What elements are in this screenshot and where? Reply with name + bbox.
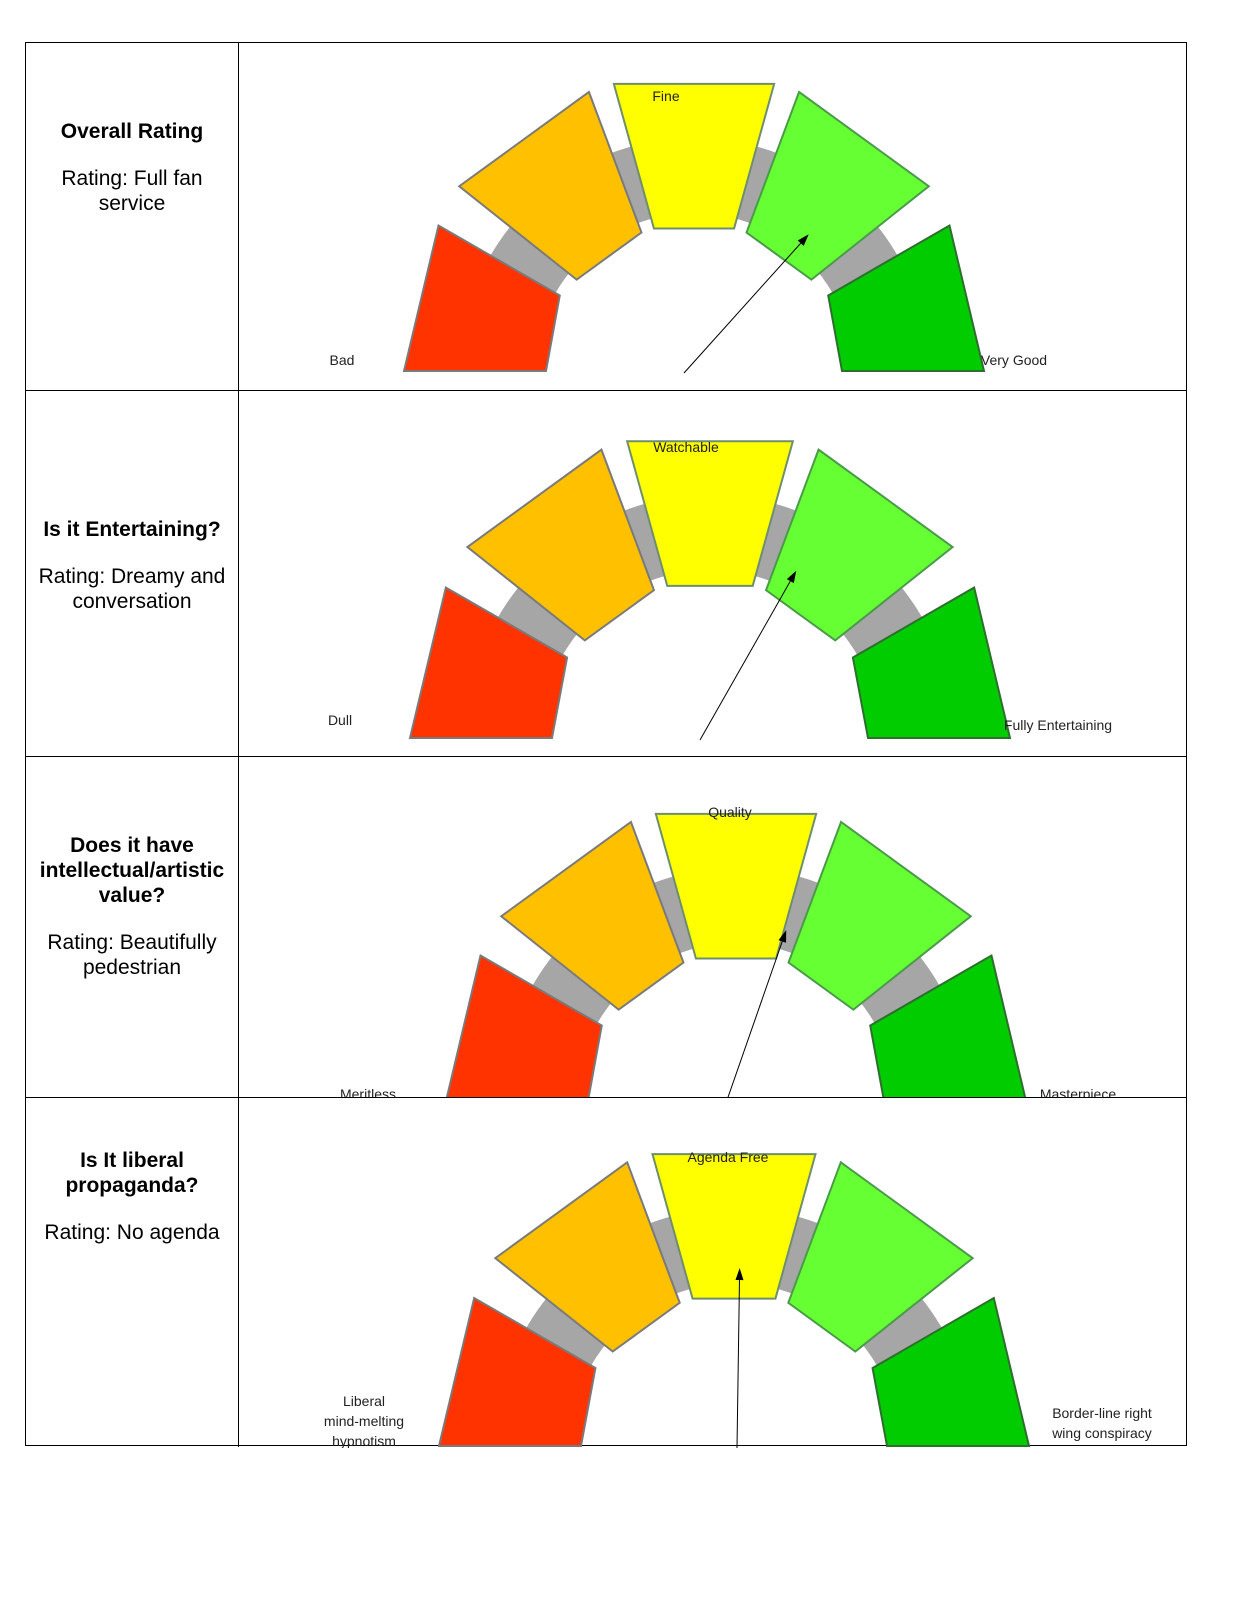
gauge-label-mid: Fine — [652, 88, 679, 104]
question-cell: Is It liberal propaganda? Rating: No age… — [26, 1098, 239, 1447]
rating-table: Overall Rating Rating: Full fan service … — [25, 42, 1187, 1448]
gauge-chart: Bad Fine Very Good — [330, 82, 1047, 374]
gauge-segment-3 — [654, 812, 818, 960]
gauge-segment-1 — [437, 1296, 597, 1447]
gauge-segment-2 — [493, 1160, 681, 1353]
gauge-chart: Liberal mind-melting hypnotism Agenda Free B… — [324, 1149, 1152, 1448]
gauge-label-high: Very Good — [981, 352, 1047, 368]
question-cell: Overall Rating Rating: Full fan service — [26, 43, 239, 390]
gauge-label-low: Bad — [330, 352, 355, 368]
question-title: Does it have intellectual/artistic value… — [39, 834, 225, 907]
rating-text: Rating: Beautifully pedestrian — [47, 931, 217, 979]
gauge-label-high: Fully Entertaining — [1004, 717, 1112, 733]
question-title: Is it Entertaining? — [43, 518, 221, 541]
gauge-segment-1 — [445, 953, 603, 1098]
gauge-needle — [683, 242, 802, 374]
rating-text: Rating: Dreamy and conversation — [38, 565, 226, 613]
gauge-segment-2 — [465, 448, 656, 642]
gauge-chart: Meritless Quality Masterpiece — [340, 804, 1116, 1098]
table-row: Is it Entertaining? Rating: Dreamy and c… — [26, 390, 1186, 756]
gauge-label-mid: Watchable — [653, 439, 719, 455]
table-row: Does it have intellectual/artistic value… — [26, 756, 1186, 1098]
gauge-needle-head — [797, 234, 809, 246]
gauge-needle-head — [786, 570, 797, 584]
question-title: Overall Rating — [60, 120, 204, 143]
gauge-cell: Dull Watchable Fully Entertaining — [239, 391, 1186, 756]
rating-text: Rating: Full fan service — [61, 167, 203, 215]
gauge-needle — [727, 941, 783, 1098]
gauge-segment-3 — [651, 1153, 817, 1300]
gauge-segment-4 — [745, 90, 931, 281]
rating-text: Rating: No agenda — [44, 1221, 220, 1244]
gauge-segment-1 — [408, 585, 569, 739]
gauge-label-high: Border-line right wing conspiracy — [1051, 1405, 1152, 1441]
gauge-needle-head — [778, 930, 787, 943]
gauge-cell: Meritless Quality Masterpiece — [239, 757, 1186, 1098]
gauge-label-low: Dull — [328, 712, 352, 728]
gauge-needle — [699, 580, 791, 741]
gauge-label-low: Meritless — [340, 1086, 396, 1098]
gauge-label-high: Masterpiece — [1040, 1086, 1116, 1098]
question-cell: Is it Entertaining? Rating: Dreamy and c… — [26, 391, 239, 756]
gauge-segment-5 — [869, 953, 1027, 1098]
gauge-segment-3 — [625, 440, 795, 587]
gauge-segment-2 — [457, 90, 643, 281]
gauge-segment-5 — [871, 1296, 1031, 1447]
gauge-cell: Bad Fine Very Good — [239, 43, 1186, 390]
table-row: Is It liberal propaganda? Rating: No age… — [26, 1097, 1186, 1448]
gauge-chart: Dull Watchable Fully Entertaining — [328, 439, 1112, 741]
gauge-label-mid: Quality — [708, 804, 752, 820]
gauge-segment-5 — [851, 585, 1012, 739]
gauge-segment-5 — [827, 223, 986, 372]
question-cell: Does it have intellectual/artistic value… — [26, 757, 239, 1097]
gauge-label-low: Liberal mind-melting hypnotism — [324, 1393, 404, 1448]
gauge-needle-head — [735, 1268, 744, 1281]
gauge-label-mid: Agenda Free — [688, 1149, 769, 1165]
gauge-needle — [736, 1280, 740, 1448]
gauge-segment-4 — [787, 1160, 975, 1353]
gauge-segment-3 — [612, 82, 776, 230]
question-title: Is It liberal propaganda? — [65, 1149, 199, 1197]
table-row: Overall Rating Rating: Full fan service … — [26, 43, 1186, 390]
gauge-cell: Liberal mind-melting hypnotism Agenda Free B… — [239, 1098, 1186, 1448]
gauge-segment-2 — [499, 820, 685, 1011]
gauge-segment-4 — [787, 820, 973, 1011]
gauge-segment-1 — [402, 223, 561, 372]
gauge-segment-4 — [764, 448, 955, 642]
